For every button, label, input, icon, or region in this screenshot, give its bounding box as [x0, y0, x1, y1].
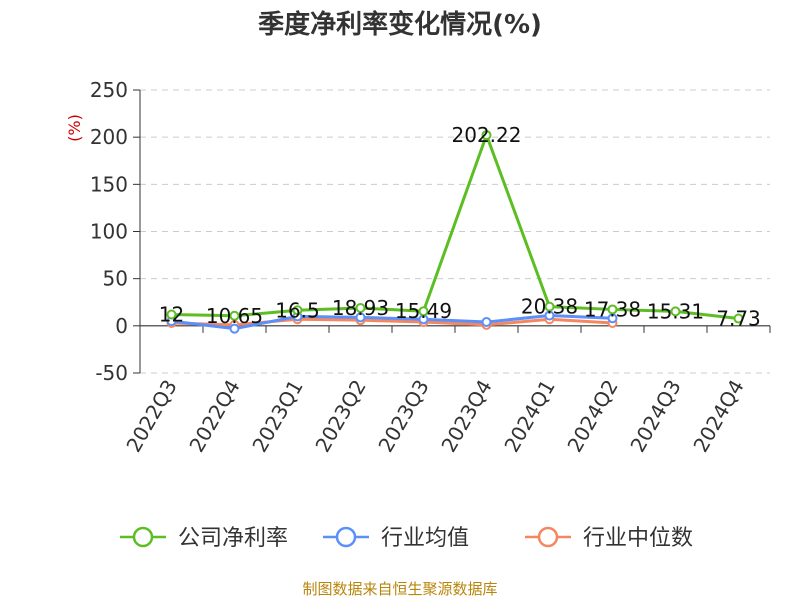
- data-label: 7.73: [716, 307, 761, 331]
- data-label: 20.38: [521, 295, 578, 319]
- series-line: [171, 317, 613, 327]
- x-tick-label: 2024Q3: [625, 376, 685, 457]
- data-label: 16.5: [275, 298, 320, 322]
- data-point: [292, 305, 303, 316]
- data-label: 202.22: [452, 123, 522, 147]
- data-label: 12: [159, 303, 184, 327]
- series-lines: [166, 130, 744, 334]
- data-point: [166, 309, 177, 320]
- x-tick-label: 2023Q1: [247, 376, 307, 457]
- data-point: [481, 130, 492, 141]
- y-tick-label: 150: [90, 172, 128, 196]
- x-tick-label: 2023Q2: [310, 376, 370, 457]
- data-point: [670, 306, 681, 317]
- data-point: [418, 306, 429, 317]
- data-label: 18.93: [332, 296, 389, 320]
- grid-lines: [140, 89, 770, 374]
- data-label: 15.31: [647, 299, 704, 323]
- x-tick-label: 2023Q3: [373, 376, 433, 457]
- y-tick-label: -50: [95, 361, 128, 385]
- x-tick-label: 2024Q4: [688, 376, 748, 457]
- data-point: [355, 302, 366, 313]
- legend-label[interactable]: 行业中位数: [583, 526, 693, 551]
- legend-label[interactable]: 行业均值: [381, 526, 469, 551]
- series-line: [171, 313, 613, 331]
- y-tick-label: 0: [115, 314, 128, 338]
- legend-marker[interactable]: [537, 526, 559, 548]
- data-label: 17.38: [584, 297, 641, 321]
- data-point: [481, 317, 492, 328]
- data-point: [355, 312, 366, 323]
- data-point: [544, 301, 555, 312]
- data-labels: 12 10.65 16.5 18.93 15.49 202.22 20.38 17.38 15.…: [159, 123, 761, 330]
- data-label: 15.49: [395, 299, 452, 323]
- y-tick-label: 250: [90, 78, 128, 102]
- series-line: [171, 133, 739, 321]
- legend-marker[interactable]: [132, 526, 154, 548]
- chart-title: 季度净利率变化情况(%): [258, 9, 542, 40]
- legend[interactable]: 公司净利率 行业均值 行业中位数: [120, 526, 693, 551]
- data-point: [229, 310, 240, 321]
- legend-marker[interactable]: [335, 526, 357, 548]
- x-tick-label: 2024Q1: [499, 376, 559, 457]
- y-tick-label: 100: [90, 220, 128, 244]
- data-source-note: 制图数据来自恒生聚源数据库: [302, 580, 497, 598]
- data-point: [607, 304, 618, 315]
- y-tick-label: 50: [103, 267, 128, 291]
- data-point: [733, 313, 744, 324]
- x-tick-label: 2022Q3: [121, 376, 181, 457]
- x-tick-label: 2023Q4: [436, 376, 496, 457]
- y-axis-unit: (%): [65, 114, 84, 142]
- data-label: 10.65: [206, 304, 263, 328]
- y-tick-label: 200: [90, 125, 128, 149]
- legend-label[interactable]: 公司净利率: [178, 526, 288, 551]
- data-point: [229, 323, 240, 334]
- x-tick-label: 2024Q2: [562, 376, 622, 457]
- x-tick-label: 2022Q4: [184, 376, 244, 457]
